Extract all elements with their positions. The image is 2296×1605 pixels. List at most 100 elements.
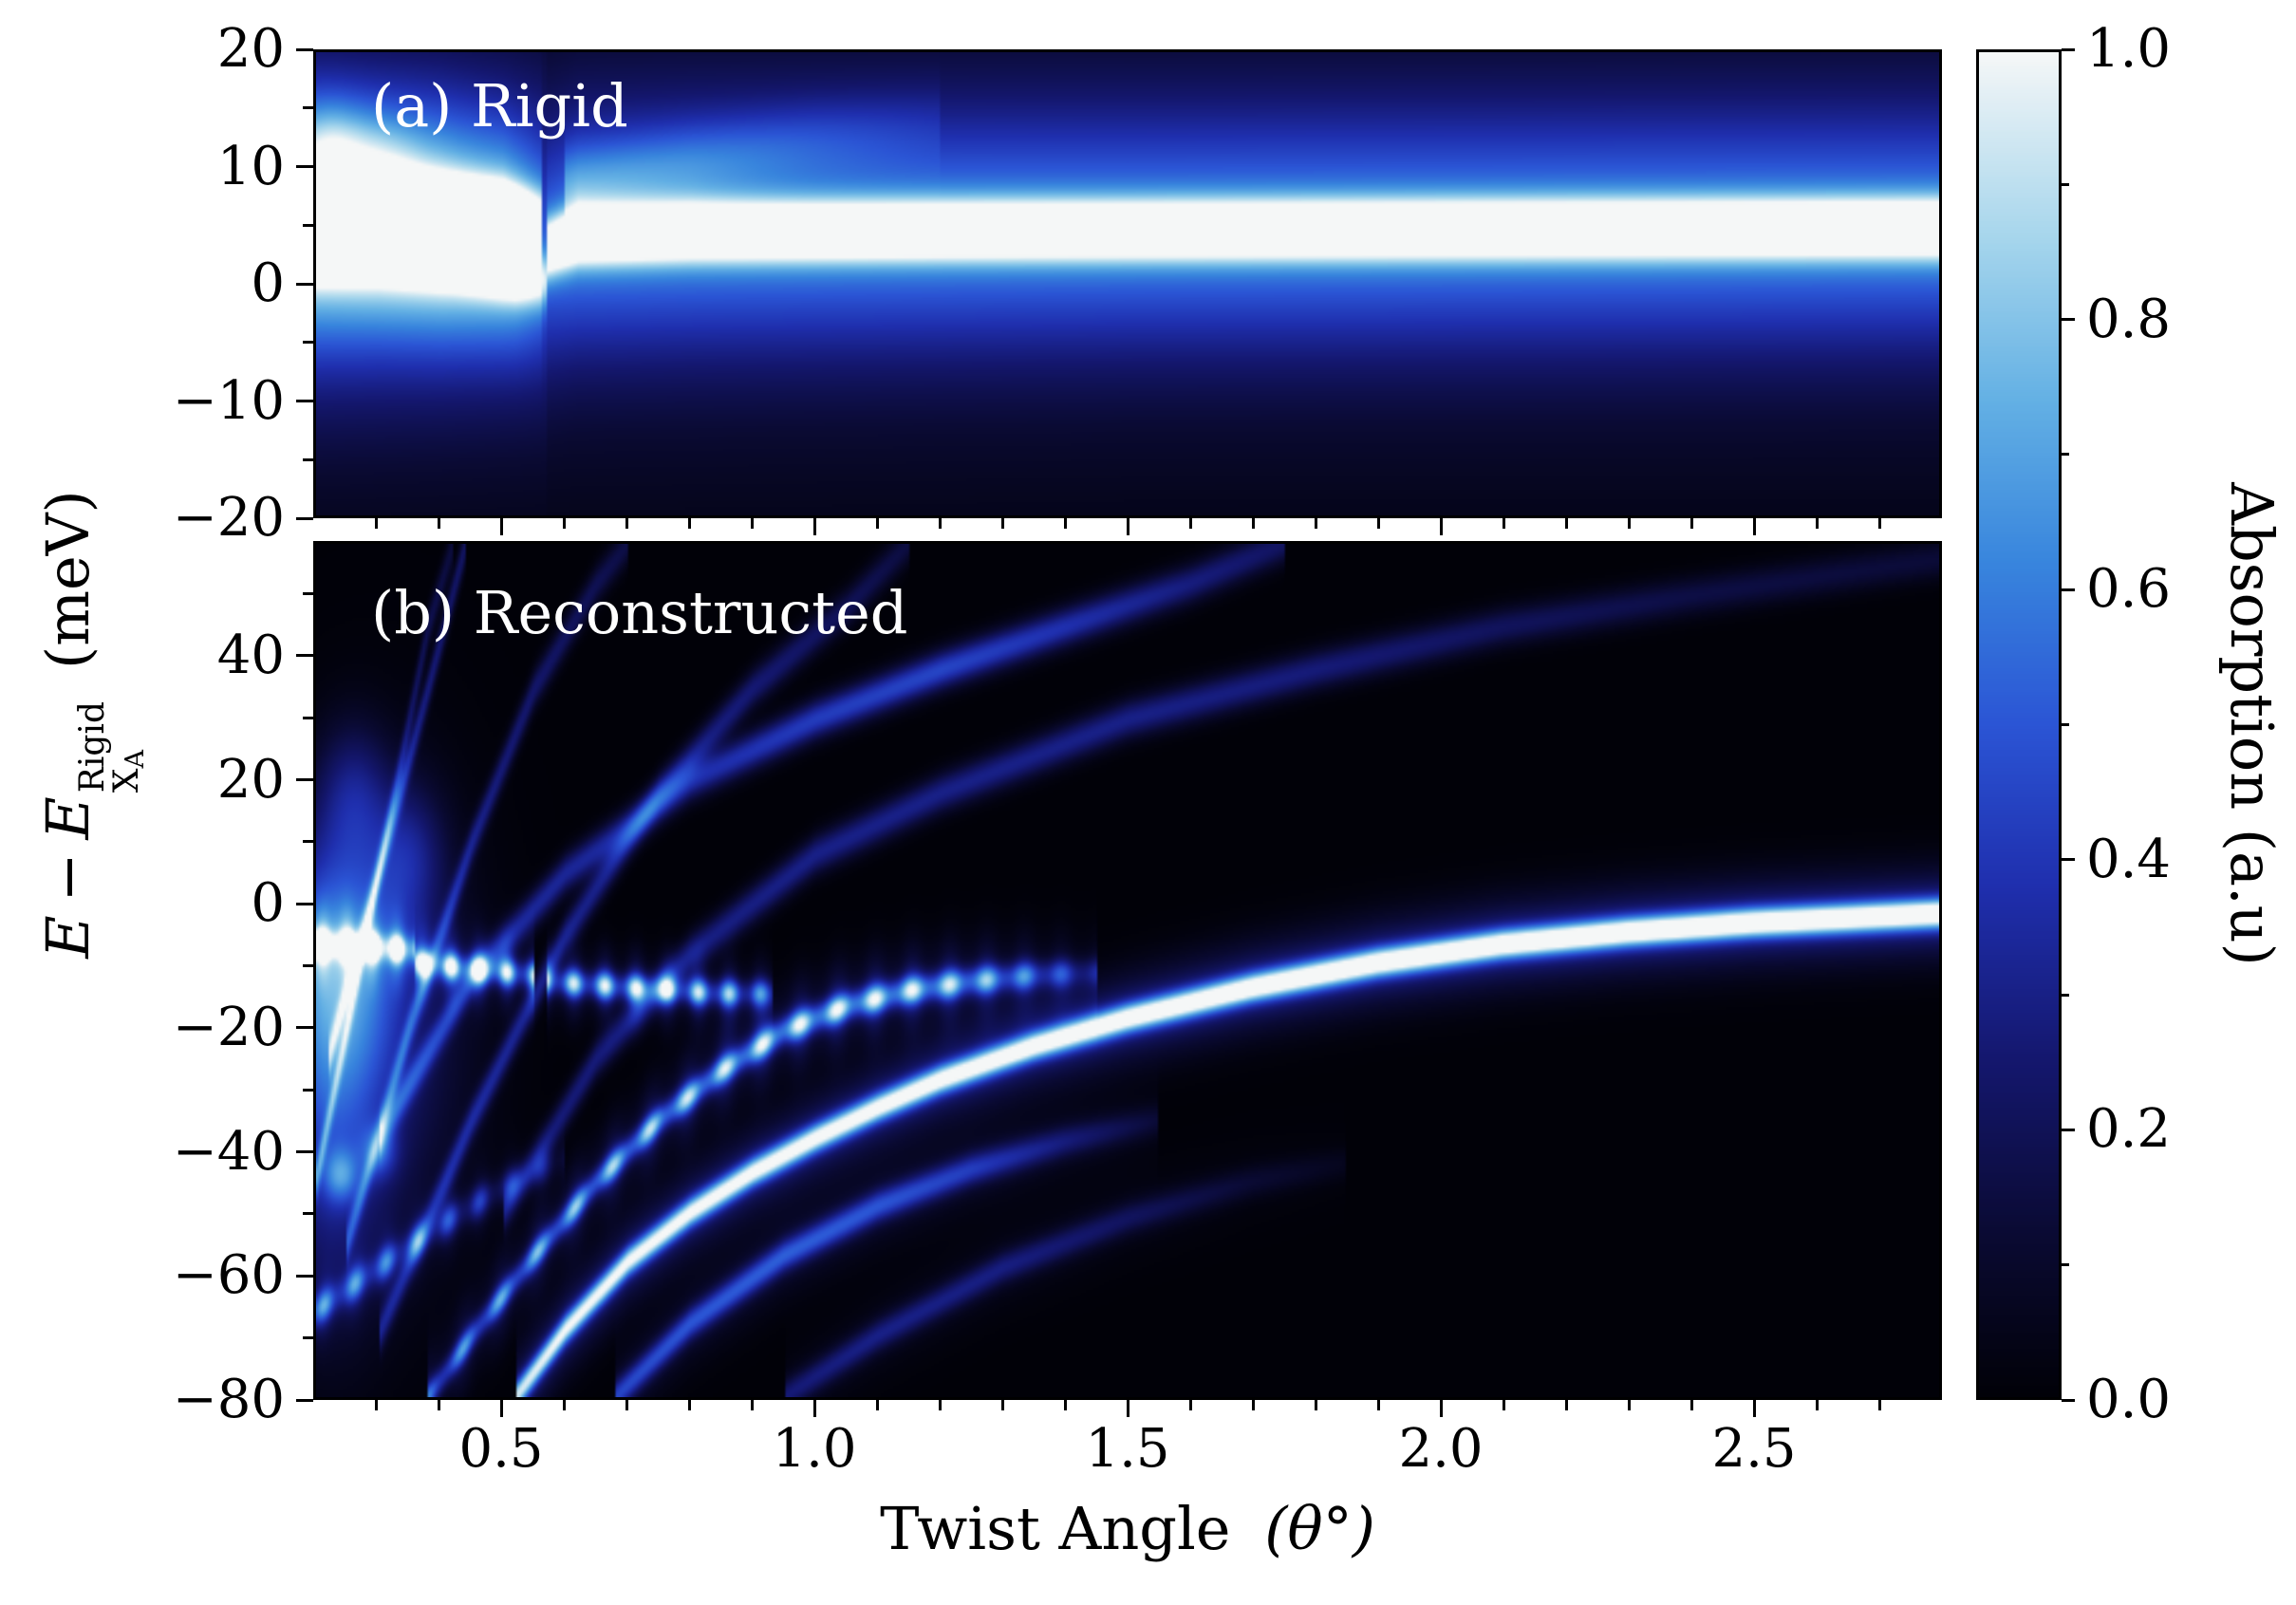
colorbar-minor-tick (2062, 723, 2069, 726)
y-minor-tick (303, 592, 313, 596)
x-minor-tick (750, 518, 754, 529)
colorbar-minor-tick (2062, 182, 2069, 186)
x-minor-tick (1000, 1400, 1004, 1410)
heatmap-rigid (316, 52, 1939, 515)
x-minor-tick (1376, 518, 1380, 529)
x-major-tick (499, 1400, 503, 1417)
x-minor-tick (374, 1400, 378, 1410)
x-minor-tick (1877, 518, 1881, 529)
x-minor-tick (374, 518, 378, 529)
x-major-tick (1752, 518, 1756, 535)
x-minor-tick (1502, 518, 1505, 529)
colorbar-label: Absorption (a.u) (2217, 482, 2287, 966)
x-minor-tick (1815, 518, 1819, 529)
x-minor-tick (1815, 1400, 1819, 1410)
x-major-tick (1126, 518, 1129, 535)
panel-rigid: (a) Rigid (313, 49, 1942, 518)
y-major-tick (296, 1398, 313, 1402)
x-minor-tick (1314, 518, 1317, 529)
x-minor-tick (1314, 1400, 1317, 1410)
x-major-tick (812, 1400, 816, 1417)
x-major-tick (1752, 1400, 1756, 1417)
y-major-tick (296, 1150, 313, 1154)
y-tick-label: −60 (172, 1244, 285, 1307)
x-tick-label: 2.0 (1398, 1418, 1484, 1480)
y-tick-label: 20 (216, 748, 285, 811)
x-major-tick (1439, 1400, 1443, 1417)
x-minor-tick (437, 1400, 440, 1410)
y-tick-label: 0 (251, 872, 285, 935)
y-major-tick (296, 654, 313, 658)
panel-rigid-title: (a) Rigid (371, 71, 628, 140)
y-minor-tick (303, 840, 313, 844)
x-minor-tick (1689, 518, 1693, 529)
y-minor-tick (303, 964, 313, 968)
y-minor-tick (303, 1088, 313, 1092)
x-minor-tick (875, 518, 879, 529)
x-major-tick (499, 518, 503, 535)
colorbar-major-tick (2062, 47, 2075, 51)
colorbar-major-tick (2062, 318, 2075, 322)
y-major-tick (296, 1026, 313, 1030)
y-tick-label: 10 (216, 135, 285, 197)
y-tick-label: −80 (172, 1369, 285, 1430)
y-minor-tick (303, 1336, 313, 1340)
colorbar (1976, 49, 2062, 1400)
x-major-tick (1126, 1400, 1129, 1417)
x-minor-tick (1376, 1400, 1380, 1410)
x-tick-label: 2.5 (1711, 1418, 1797, 1480)
x-minor-tick (1188, 518, 1192, 529)
x-minor-tick (1564, 1400, 1568, 1410)
y-major-tick (296, 778, 313, 782)
y-tick-label: 0 (251, 252, 285, 314)
colorbar-minor-tick (2062, 993, 2069, 997)
y-tick-label: −20 (172, 487, 285, 549)
x-tick-label: 1.5 (1085, 1418, 1170, 1480)
x-tick-label: 1.0 (772, 1418, 857, 1480)
x-minor-tick (1000, 518, 1004, 529)
x-minor-tick (875, 1400, 879, 1410)
x-minor-tick (437, 518, 440, 529)
x-major-tick (812, 518, 816, 535)
colorbar-tick-label: 0.0 (2086, 1369, 2172, 1430)
y-minor-tick (303, 223, 313, 227)
x-tick-label: 0.5 (458, 1418, 544, 1480)
y-minor-tick (303, 106, 313, 110)
y-tick-label: 40 (216, 624, 285, 686)
y-tick-label: −10 (172, 369, 285, 432)
x-minor-tick (1251, 518, 1255, 529)
panel-reconstructed: (b) Reconstructed (313, 541, 1942, 1400)
colorbar-tick-label: 0.4 (2086, 828, 2172, 890)
x-minor-tick (938, 1400, 942, 1410)
y-major-tick (296, 165, 313, 168)
x-axis-label-text: Twist Angle (880, 1494, 1231, 1563)
colorbar-major-tick (2062, 1398, 2075, 1402)
x-axis-label-symbol: (θ°) (1264, 1494, 1375, 1563)
colorbar-minor-tick (2062, 1263, 2069, 1267)
colorbar-major-tick (2062, 858, 2075, 862)
x-minor-tick (625, 518, 628, 529)
x-minor-tick (687, 1400, 691, 1410)
x-minor-tick (562, 1400, 566, 1410)
y-minor-tick (303, 716, 313, 719)
colorbar-tick-label: 0.2 (2086, 1098, 2172, 1161)
y-major-tick (296, 1274, 313, 1278)
y-major-tick (296, 47, 313, 51)
colorbar-gradient (1979, 52, 2059, 1397)
x-minor-tick (1564, 518, 1568, 529)
x-minor-tick (1063, 1400, 1067, 1410)
colorbar-tick-label: 0.6 (2086, 558, 2172, 621)
colorbar-major-tick (2062, 1128, 2075, 1131)
y-minor-tick (303, 341, 313, 345)
x-minor-tick (1877, 1400, 1881, 1410)
y-major-tick (296, 516, 313, 520)
y-tick-label: −40 (172, 1120, 285, 1183)
colorbar-major-tick (2062, 588, 2075, 591)
colorbar-minor-tick (2062, 453, 2069, 457)
x-minor-tick (687, 518, 691, 529)
y-major-tick (296, 902, 313, 905)
x-minor-tick (1689, 1400, 1693, 1410)
panel-reconstructed-title: (b) Reconstructed (371, 578, 908, 647)
x-minor-tick (1627, 1400, 1631, 1410)
